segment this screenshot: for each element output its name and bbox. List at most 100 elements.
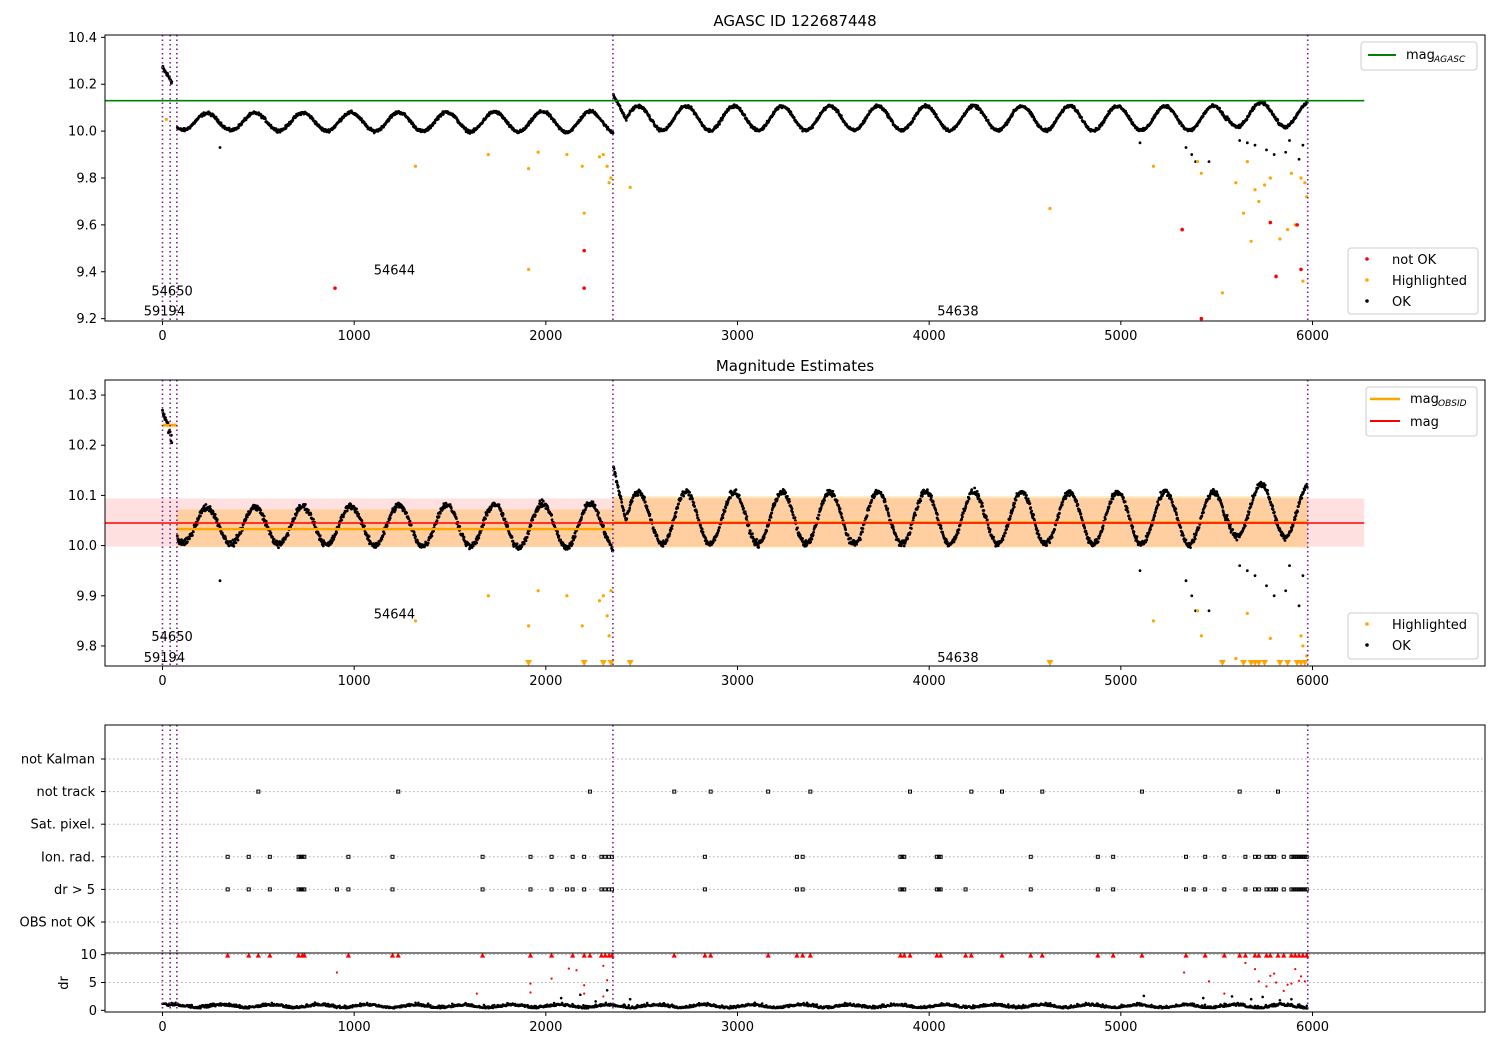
data-point xyxy=(164,117,168,121)
ok-point xyxy=(791,510,794,514)
ok-point xyxy=(756,543,760,547)
ok-point xyxy=(550,513,554,517)
legend-label: OK xyxy=(1392,295,1411,310)
ok-point xyxy=(363,524,366,528)
ok-point xyxy=(1004,531,1007,535)
ok-point xyxy=(679,497,683,501)
ok-point xyxy=(729,496,732,500)
ok-point xyxy=(844,528,847,532)
legend-label: mag xyxy=(1406,48,1435,63)
ok-point xyxy=(753,125,756,129)
ok-point xyxy=(819,506,823,510)
ok-point xyxy=(1014,498,1018,502)
ok-point xyxy=(1005,527,1009,531)
ok-point xyxy=(912,117,916,120)
ok-point xyxy=(379,127,383,131)
ok-point xyxy=(744,512,748,516)
ok-point xyxy=(571,129,574,132)
ok-point xyxy=(648,115,651,119)
ok-point xyxy=(618,491,621,494)
ok-point xyxy=(956,531,960,535)
ok-point xyxy=(269,531,273,535)
ok-point xyxy=(484,517,487,521)
ok-point xyxy=(695,511,699,514)
ok-point xyxy=(1026,497,1030,501)
data-point xyxy=(413,164,418,168)
ok-point xyxy=(651,526,655,530)
ok-point xyxy=(405,511,408,515)
ok-point xyxy=(458,525,462,528)
ok-point xyxy=(883,500,887,503)
ok-point xyxy=(573,535,577,538)
ok-point xyxy=(961,512,965,515)
ok-point xyxy=(723,509,727,513)
ok-point xyxy=(309,513,313,516)
ok-point xyxy=(412,530,416,534)
ok-point xyxy=(1080,116,1084,119)
ok-point xyxy=(689,105,693,109)
x-tick-label: 6000 xyxy=(1296,329,1329,344)
ok-point xyxy=(936,513,939,516)
ok-point xyxy=(529,524,533,528)
data-point xyxy=(526,167,531,171)
ok-point xyxy=(224,537,228,541)
data-point xyxy=(1257,199,1261,204)
ok-point xyxy=(409,523,413,527)
ok-point xyxy=(395,505,398,509)
ok-point xyxy=(550,518,554,522)
ok-point xyxy=(515,542,519,546)
ok-point xyxy=(342,515,345,519)
ok-point xyxy=(674,510,678,514)
ok-point xyxy=(816,517,820,521)
ok-point xyxy=(408,519,412,523)
legend-marker xyxy=(1365,257,1369,261)
ok-point xyxy=(503,517,507,521)
ok-point xyxy=(164,416,167,419)
ok-point xyxy=(755,537,758,541)
ok-point xyxy=(1138,141,1142,145)
ok-point xyxy=(865,514,869,518)
ok-point xyxy=(191,530,195,534)
ok-point xyxy=(367,535,371,538)
ok-point xyxy=(1075,500,1079,503)
ok-point xyxy=(1297,157,1301,161)
ok-point xyxy=(307,508,310,512)
ok-point xyxy=(691,497,694,501)
ok-point xyxy=(699,523,702,527)
ok-point xyxy=(977,494,981,498)
ok-point xyxy=(1253,143,1257,147)
x-tick-label: 0 xyxy=(158,329,166,344)
ok-point xyxy=(188,537,191,541)
x-tick-label: 2000 xyxy=(529,329,562,344)
data-point xyxy=(1241,211,1246,215)
ok-point xyxy=(1045,544,1049,547)
ok-point xyxy=(435,519,439,523)
series-not-ok xyxy=(333,220,1303,321)
ok-point xyxy=(571,542,574,546)
y-tick-label: 10.2 xyxy=(68,78,97,93)
ok-point xyxy=(1245,141,1249,145)
ok-point xyxy=(643,495,646,499)
ok-point xyxy=(236,538,240,542)
ok-point xyxy=(385,524,389,528)
ok-point xyxy=(859,538,862,542)
ok-point xyxy=(1248,112,1252,116)
ok-point xyxy=(939,524,943,528)
ok-point xyxy=(757,546,761,549)
ok-point xyxy=(219,121,223,125)
data-point xyxy=(1253,188,1257,192)
ok-point xyxy=(724,506,728,510)
ok-point xyxy=(355,507,358,511)
ok-point xyxy=(654,530,657,534)
ok-point xyxy=(1079,512,1083,516)
ok-point xyxy=(793,516,797,520)
ok-point xyxy=(345,509,349,513)
ok-point xyxy=(700,527,704,531)
ok-point xyxy=(645,505,649,509)
ok-point xyxy=(1009,514,1012,518)
ok-point xyxy=(591,500,595,504)
series-highlighted xyxy=(164,117,1309,295)
ok-point xyxy=(790,507,794,511)
